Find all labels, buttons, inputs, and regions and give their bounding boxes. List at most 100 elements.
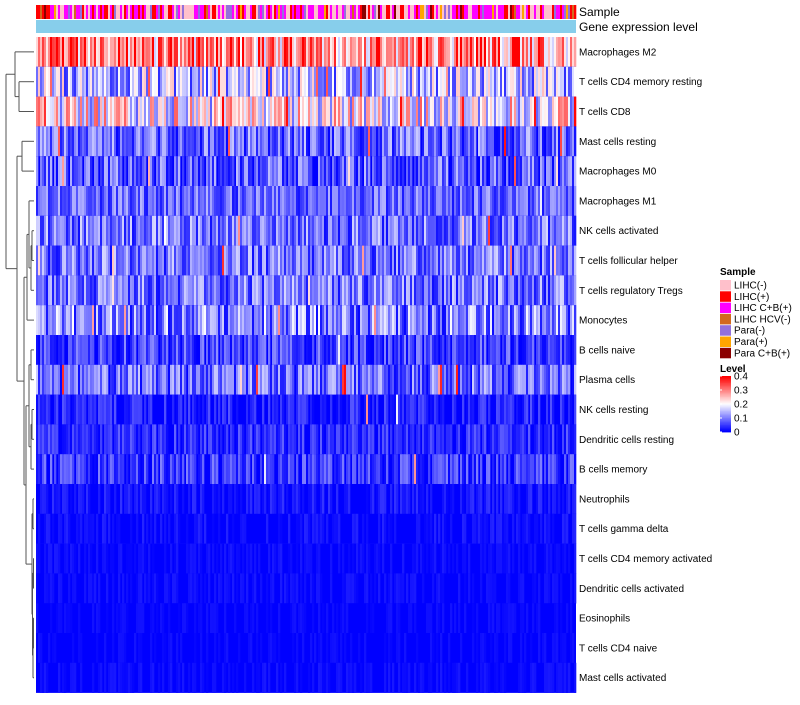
heatmap-cell: [534, 96, 537, 127]
heatmap-cell: [466, 66, 469, 97]
heatmap-cell: [414, 215, 417, 246]
heatmap-cell: [332, 186, 335, 217]
heatmap-cell: [214, 245, 217, 276]
heatmap-cell: [342, 424, 345, 455]
heatmap-cell: [70, 275, 73, 306]
heatmap-cell: [350, 364, 353, 395]
heatmap-cell: [458, 66, 461, 97]
heatmap-cell: [396, 633, 399, 664]
heatmap-cell: [240, 305, 243, 336]
heatmap-cell: [550, 96, 553, 127]
heatmap-cell: [102, 454, 105, 485]
heatmap-cell: [458, 245, 461, 276]
heatmap-cell: [44, 96, 47, 127]
heatmap-cell: [106, 573, 109, 604]
heatmap-cell: [386, 186, 389, 217]
heatmap-cell: [406, 275, 409, 306]
heatmap-cell: [432, 66, 435, 97]
heatmap-cell: [272, 335, 275, 366]
heatmap-cell: [298, 513, 301, 544]
heatmap-cell: [100, 275, 103, 306]
heatmap-cell: [256, 275, 259, 306]
heatmap-cell: [394, 573, 397, 604]
heatmap-cell: [570, 633, 573, 664]
heatmap-cell: [316, 215, 319, 246]
heatmap-cell: [60, 454, 63, 485]
heatmap-cell: [158, 215, 161, 246]
sample-annotation-cell: [536, 5, 539, 19]
heatmap-cell: [276, 364, 279, 395]
heatmap-cell: [476, 37, 479, 68]
heatmap-cell: [388, 215, 391, 246]
heatmap-cell: [440, 305, 443, 336]
heatmap-cell: [418, 275, 421, 306]
heatmap-cell: [296, 66, 299, 97]
heatmap-cell: [152, 335, 155, 366]
heatmap-cell: [308, 37, 311, 68]
heatmap-cell: [526, 245, 529, 276]
heatmap-cell: [144, 37, 147, 68]
heatmap-cell: [546, 156, 549, 187]
heatmap-cell: [562, 66, 565, 97]
heatmap-cell: [450, 275, 453, 306]
heatmap-cell: [270, 484, 273, 515]
heatmap-cell: [36, 364, 39, 395]
heatmap-cell: [388, 364, 391, 395]
heatmap-cell: [280, 513, 283, 544]
heatmap-cell: [84, 37, 87, 68]
heatmap-cell: [294, 66, 297, 97]
heatmap-cell: [546, 454, 549, 485]
heatmap-cell: [440, 215, 443, 246]
heatmap-cell: [182, 424, 185, 455]
heatmap-cell: [80, 305, 83, 336]
heatmap-cell: [354, 186, 357, 217]
sample-annotation-cell: [54, 5, 57, 19]
sample-annotation-cell: [374, 5, 377, 19]
heatmap-cell: [62, 454, 65, 485]
heatmap-cell: [96, 215, 99, 246]
heatmap-cell: [570, 275, 573, 306]
heatmap-cell: [252, 275, 255, 306]
heatmap-cell: [58, 484, 61, 515]
heatmap-cell: [452, 305, 455, 336]
heatmap-cell: [222, 454, 225, 485]
heatmap-cell: [496, 603, 499, 634]
heatmap-cell: [364, 573, 367, 604]
heatmap-cell: [428, 305, 431, 336]
heatmap-cell: [44, 156, 47, 187]
heatmap-cell: [308, 513, 311, 544]
heatmap-cell: [284, 37, 287, 68]
heatmap-cell: [436, 66, 439, 97]
sample-annotation-cell: [518, 5, 521, 19]
heatmap-cell: [506, 394, 509, 425]
heatmap-cell: [214, 335, 217, 366]
heatmap-cell: [454, 662, 457, 693]
heatmap-cell: [480, 215, 483, 246]
heatmap-cell: [258, 96, 261, 127]
heatmap-cell: [218, 245, 221, 276]
heatmap-cell: [400, 96, 403, 127]
heatmap-cell: [306, 66, 309, 97]
heatmap-cell: [38, 215, 41, 246]
heatmap-cell: [272, 215, 275, 246]
heatmap-cell: [214, 662, 217, 693]
heatmap-cell: [532, 454, 535, 485]
heatmap-cell: [134, 364, 137, 395]
heatmap-cell: [210, 96, 213, 127]
heatmap-cell: [232, 543, 235, 574]
heatmap-cell: [308, 156, 311, 187]
heatmap-cell: [412, 424, 415, 455]
heatmap-cell: [276, 662, 279, 693]
heatmap-cell: [296, 215, 299, 246]
heatmap-cell: [318, 245, 321, 276]
heatmap-cell: [74, 215, 77, 246]
heatmap-cell: [368, 215, 371, 246]
heatmap-cell: [196, 424, 199, 455]
heatmap-cell: [538, 335, 541, 366]
heatmap-cell: [292, 454, 295, 485]
heatmap-cell: [172, 215, 175, 246]
heatmap-cell: [64, 543, 67, 574]
heatmap-cell: [506, 215, 509, 246]
heatmap-cell: [176, 96, 179, 127]
heatmap-cell: [342, 543, 345, 574]
